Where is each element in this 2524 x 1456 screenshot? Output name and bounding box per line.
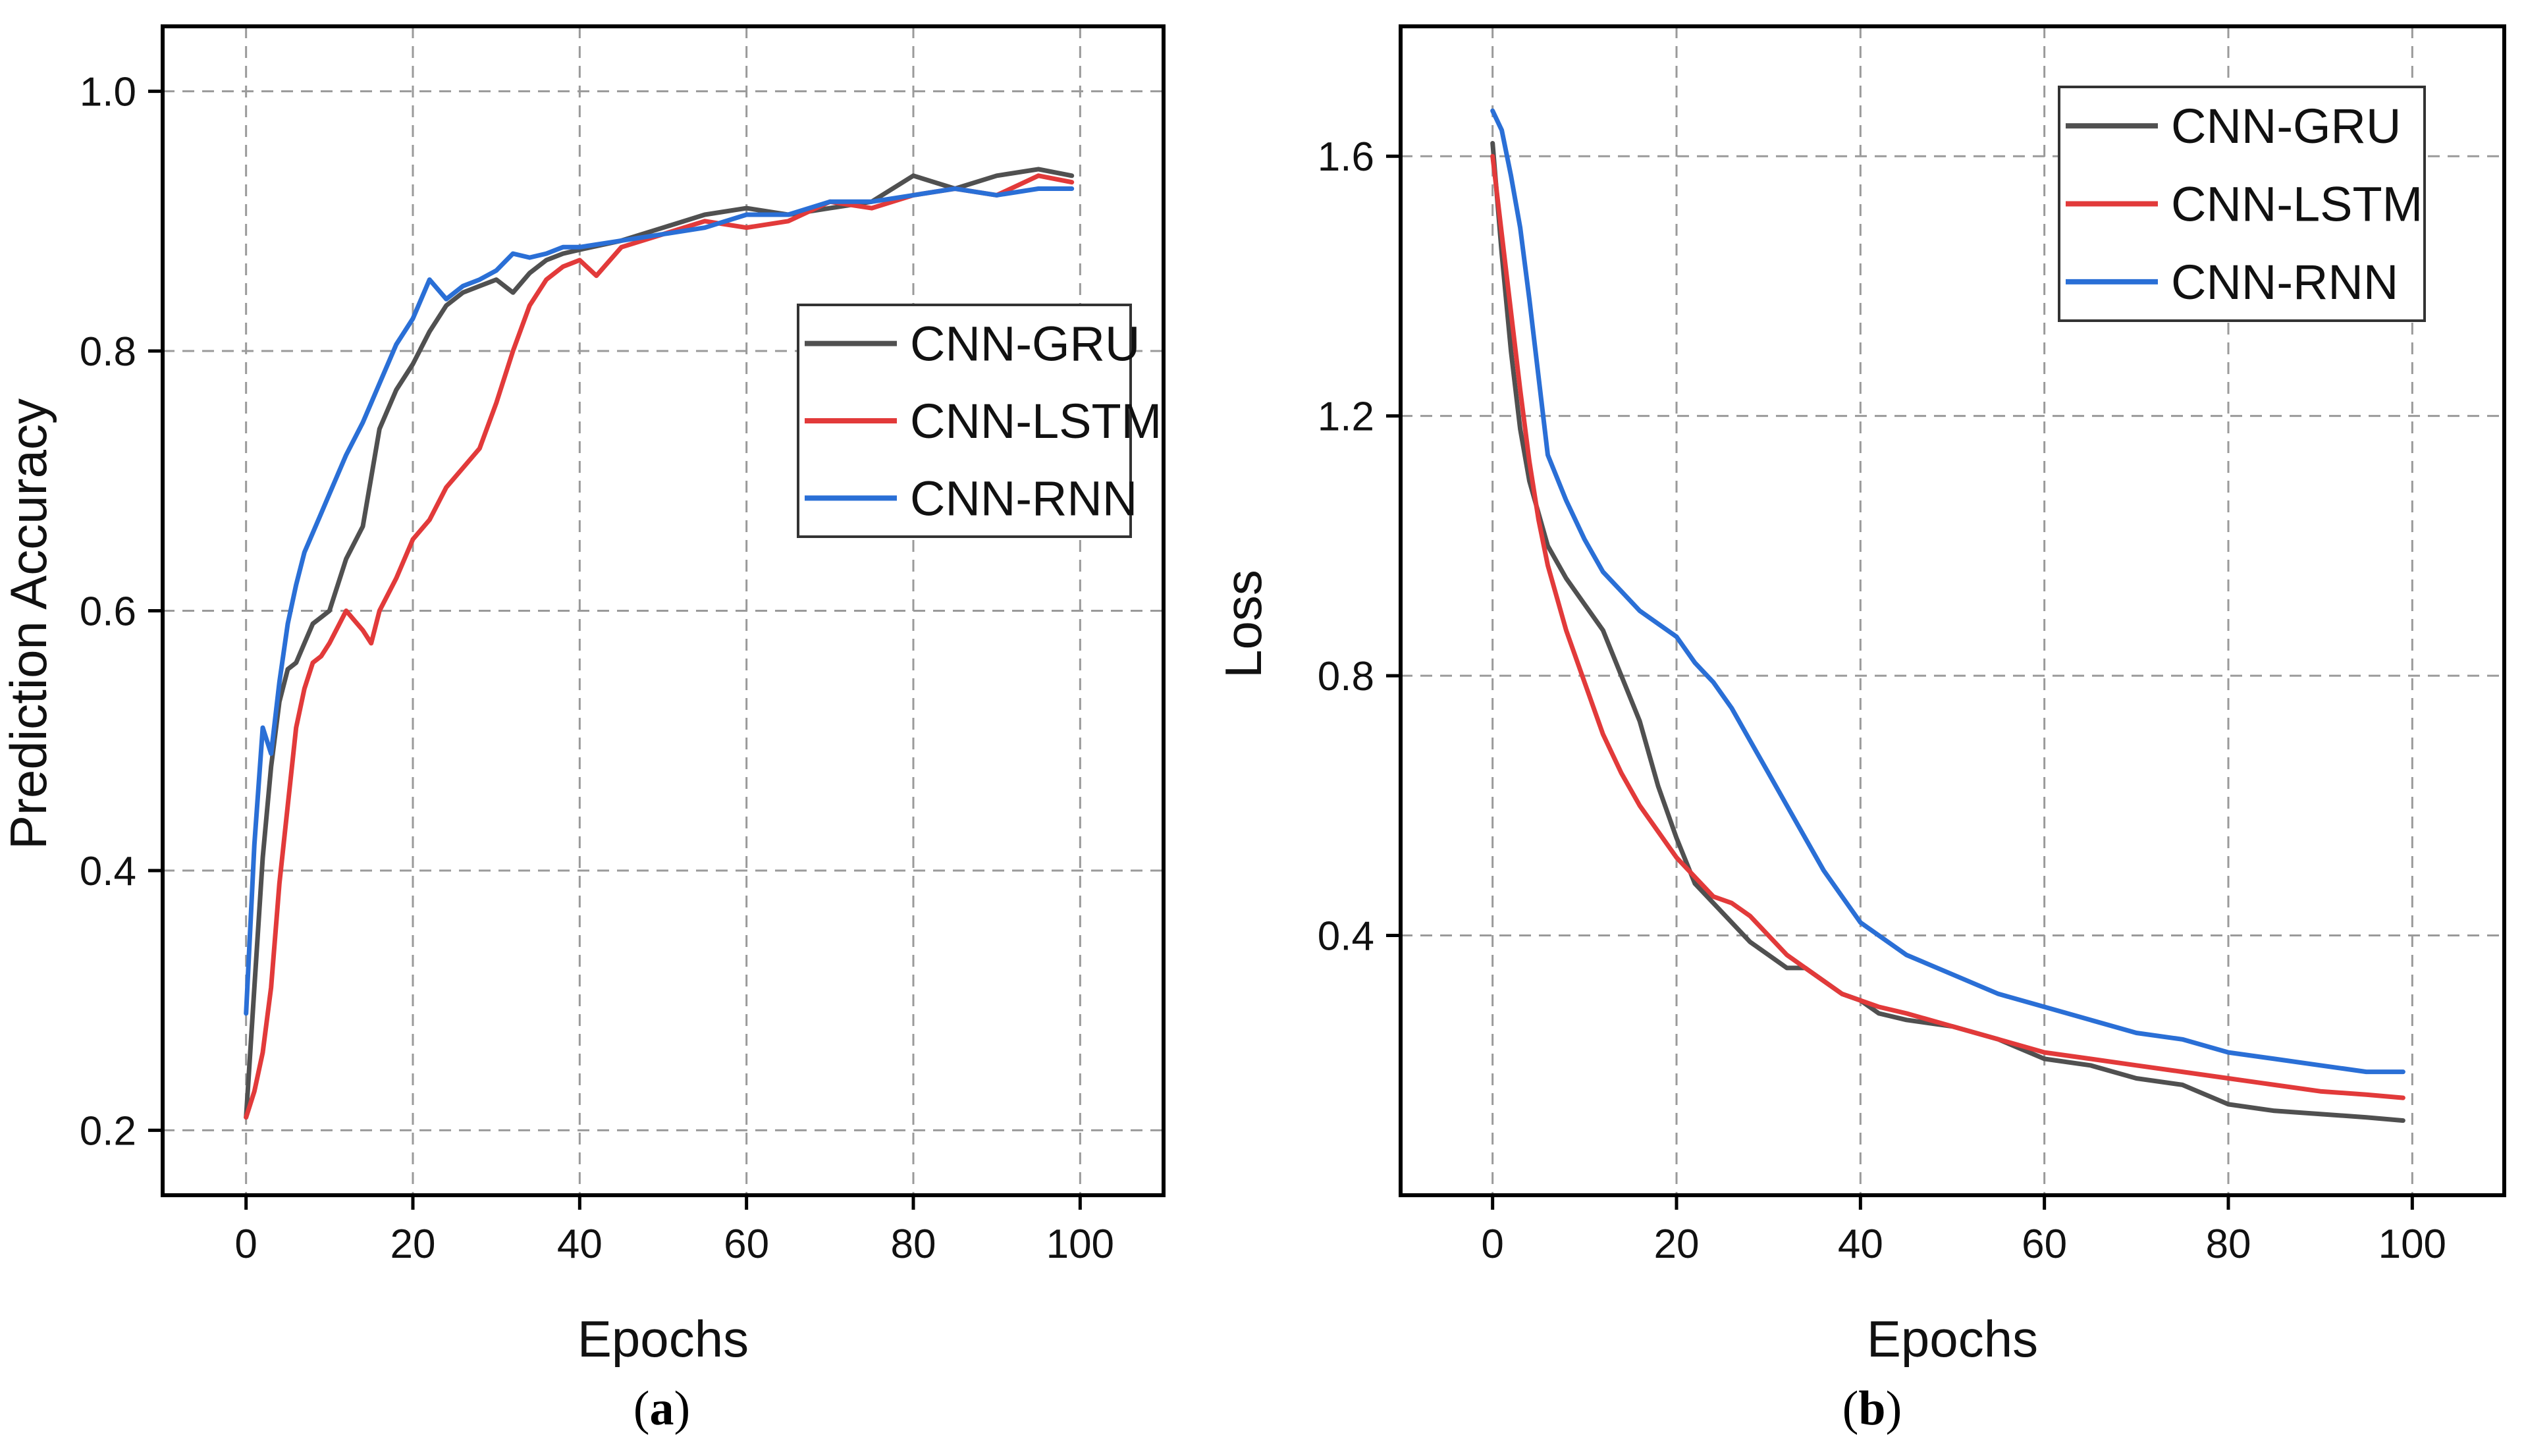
x-tick-label: 60 xyxy=(2022,1222,2067,1267)
series-line-cnn-lstm xyxy=(1490,153,2405,1100)
x-tick-label: 20 xyxy=(390,1222,436,1267)
panel-label: (a) xyxy=(633,1382,690,1436)
legend-label-cnn-rnn: CNN-RNN xyxy=(910,471,1137,526)
plot-frame xyxy=(1399,24,2506,1197)
x-tick-label: 80 xyxy=(2206,1222,2251,1267)
panel-label-letter: b xyxy=(1858,1382,1885,1436)
legend: CNN-GRU CNN-LSTM CNN-RNN xyxy=(2058,86,2426,322)
legend-label-cnn-gru: CNN-GRU xyxy=(910,317,1140,371)
x-tick-label: 60 xyxy=(724,1222,769,1267)
y-tick-label: 1.6 xyxy=(1318,134,1374,180)
series-line-cnn-rnn xyxy=(1490,108,2405,1075)
panel-label-close: ) xyxy=(674,1382,691,1436)
series-line-cnn-rnn xyxy=(244,186,1075,1016)
y-axis-label: Loss xyxy=(1214,570,1272,678)
x-tick-label: 20 xyxy=(1654,1222,1700,1267)
y-tick-label: 0.4 xyxy=(1318,914,1374,959)
y-tick-label: 1.2 xyxy=(1318,394,1374,440)
legend-label-cnn-gru: CNN-GRU xyxy=(2171,99,2401,153)
series-line-cnn-gru xyxy=(244,167,1075,1120)
legend: CNN-GRU CNN-LSTM CNN-RNN xyxy=(797,304,1162,538)
x-tick-label: 0 xyxy=(1481,1222,1503,1267)
x-tick-label: 40 xyxy=(557,1222,603,1267)
y-tick-label: 1.0 xyxy=(80,70,136,115)
y-tick-label: 0.6 xyxy=(80,589,136,635)
panel-a-accuracy-chart: 0 20 40 60 80 100 0.2 0.4 0.6 0.8 1.0 Epochs Predict… xyxy=(0,24,1166,1436)
y-tick-label: 0.2 xyxy=(80,1108,136,1154)
y-tick-label: 0.8 xyxy=(80,329,136,375)
series-line-cnn-gru xyxy=(1490,141,2405,1123)
y-tick-label: 0.8 xyxy=(1318,654,1374,699)
panel-label-letter: a xyxy=(650,1382,674,1436)
legend-label-cnn-rnn: CNN-RNN xyxy=(2171,255,2398,310)
x-tick-label: 80 xyxy=(891,1222,936,1267)
grid-lines xyxy=(163,26,1164,1195)
x-tick-label: 100 xyxy=(2378,1222,2446,1267)
x-tick-label: 40 xyxy=(1838,1222,1883,1267)
legend-label-cnn-lstm: CNN-LSTM xyxy=(2171,177,2423,232)
series-line-cnn-lstm xyxy=(244,173,1075,1120)
x-axis-label: Epochs xyxy=(577,1310,749,1368)
x-tick-label: 0 xyxy=(234,1222,257,1267)
y-axis-label: Prediction Accuracy xyxy=(0,398,57,849)
y-tick-label: 0.4 xyxy=(80,849,136,894)
panel-b-loss-chart: 0 20 40 60 80 100 0.4 0.8 1.2 1.6 Epochs Loss CNN-GR… xyxy=(1214,24,2506,1436)
panel-label-open: ( xyxy=(633,1382,650,1436)
x-axis-label: Epochs xyxy=(1867,1310,2038,1368)
x-tick-label: 100 xyxy=(1046,1222,1114,1267)
legend-label-cnn-lstm: CNN-LSTM xyxy=(910,394,1162,448)
panel-label: (b) xyxy=(1842,1382,1902,1436)
panel-label-open: ( xyxy=(1842,1382,1859,1436)
panel-label-close: ) xyxy=(1886,1382,1902,1436)
